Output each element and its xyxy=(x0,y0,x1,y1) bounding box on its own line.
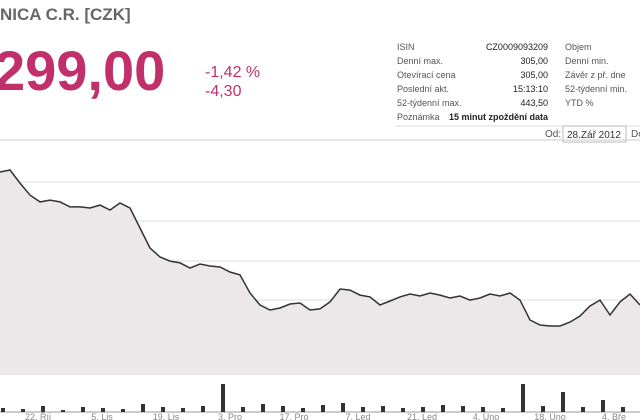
info-label: 52-týdenní max. xyxy=(397,98,462,108)
volume-bar xyxy=(341,403,345,412)
volume-bar xyxy=(421,407,425,412)
volume-bar xyxy=(121,409,125,412)
x-tick-label: 4. Bře xyxy=(602,412,626,420)
info-label: 52-týdenní min. xyxy=(565,84,627,94)
info-label: Poslední akt. xyxy=(397,84,449,94)
volume-bar xyxy=(381,406,385,412)
price-area xyxy=(0,170,640,374)
info-value: 443,50 xyxy=(520,98,548,108)
from-input[interactable] xyxy=(562,125,627,143)
volume-bar xyxy=(501,408,505,412)
volume-bar xyxy=(141,404,145,412)
price: 299,00 xyxy=(0,39,165,102)
info-label: Denní min. xyxy=(565,56,609,66)
volume-bar xyxy=(561,392,565,412)
volume-bar xyxy=(361,407,365,412)
info-label: YTD % xyxy=(565,98,594,108)
volume-bar xyxy=(41,406,45,412)
x-tick-label: 4. Úno xyxy=(473,412,500,420)
info-label: Objem xyxy=(565,42,592,52)
info-value: CZ0009093209 xyxy=(486,42,548,52)
volume-bar xyxy=(201,406,205,412)
info-label: Otevírací cena xyxy=(397,70,456,80)
info-value: 15:13:10 xyxy=(513,84,548,94)
volume-bar xyxy=(321,405,325,412)
volume-bar xyxy=(81,407,85,412)
info-value: 15 minut zpoždění data xyxy=(449,112,549,122)
volume-bar xyxy=(181,408,185,412)
price-line xyxy=(0,169,640,327)
x-tick-label: 19. Lis xyxy=(153,412,180,420)
info-label: ISIN xyxy=(397,42,415,52)
volume-bar xyxy=(581,407,585,412)
to-label: Do xyxy=(631,129,640,140)
volume-bar xyxy=(301,408,305,412)
volume-bar xyxy=(541,406,545,412)
volume-bar xyxy=(61,410,65,412)
volume-bar xyxy=(241,407,245,412)
change-pct: -1,42 % xyxy=(205,64,260,81)
x-tick-label: 7. Led xyxy=(345,412,370,420)
from-value[interactable]: 28.Zář 2012 xyxy=(567,130,621,141)
info-label: Závěr z př. dne xyxy=(565,70,626,80)
x-tick-label: 5. Lis xyxy=(91,412,113,420)
volume-bar xyxy=(101,408,105,412)
x-tick-label: 17. Pro xyxy=(279,412,308,420)
volume-bar xyxy=(1,408,5,412)
volume-bar xyxy=(281,406,285,412)
volume-bar xyxy=(601,400,605,412)
volume-bar xyxy=(261,404,265,412)
info-value: 305,00 xyxy=(520,70,548,80)
x-tick-label: 21. Led xyxy=(407,412,437,420)
volume-bar xyxy=(221,384,225,412)
info-label: Denní max. xyxy=(397,56,443,66)
volume-bar xyxy=(461,406,465,412)
x-tick-label: 22. Říj xyxy=(25,412,51,420)
volume-bar xyxy=(401,408,405,412)
change-abs: -4,30 xyxy=(205,83,242,100)
info-value: 305,00 xyxy=(520,56,548,66)
x-tick-label: 3. Pro xyxy=(218,412,242,420)
title: NICA C.R. [CZK] xyxy=(0,5,131,24)
volume-bar xyxy=(481,407,485,412)
volume-bar xyxy=(621,407,625,412)
from-label: Od: xyxy=(545,129,561,140)
volume-bar xyxy=(21,409,25,412)
info-label: Poznámka xyxy=(397,112,440,122)
volume-bar xyxy=(521,384,525,412)
x-tick-label: 18. Úno xyxy=(534,412,566,420)
volume-bar xyxy=(441,405,445,412)
volume-bar xyxy=(161,407,165,412)
